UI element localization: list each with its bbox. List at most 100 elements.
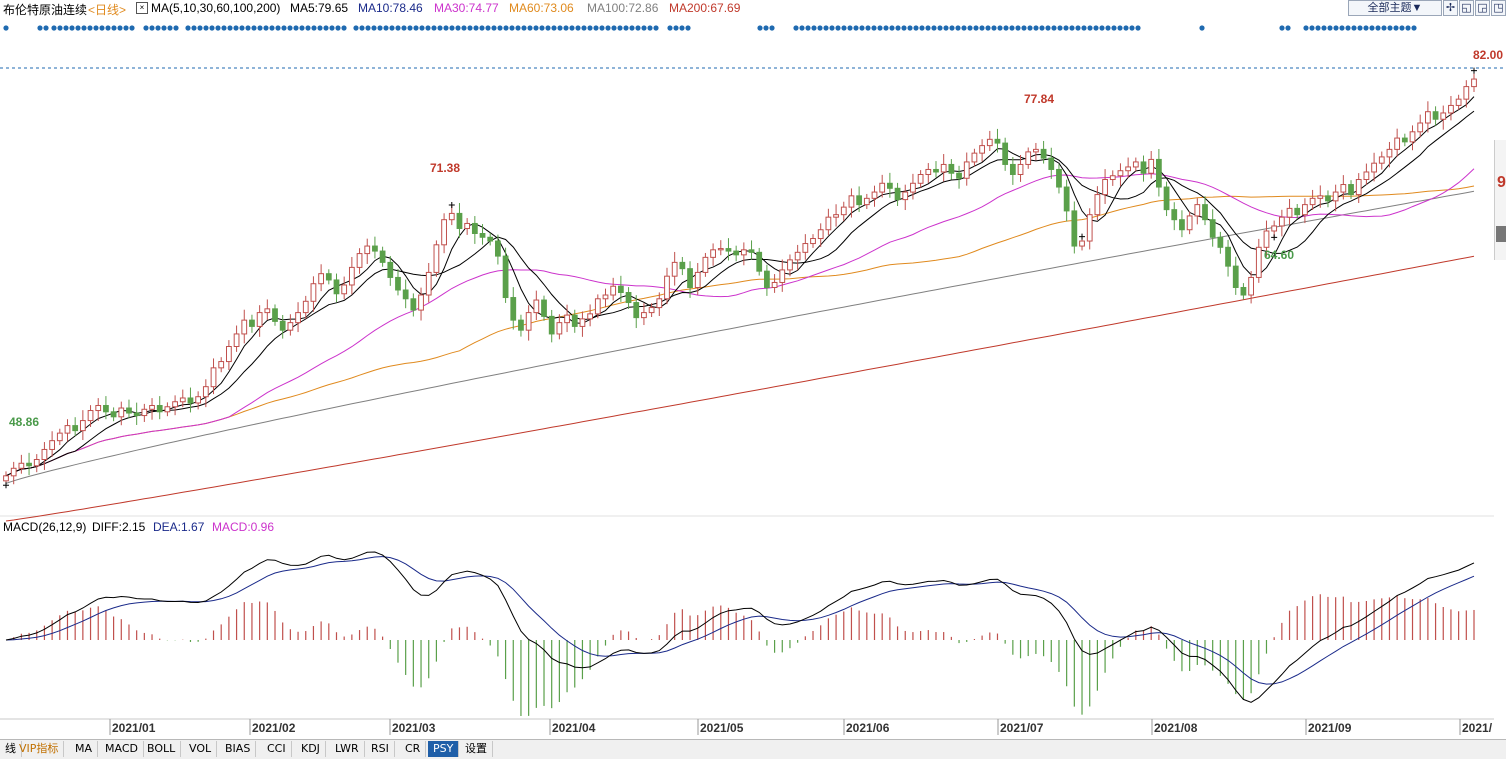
event-marker-dot — [395, 25, 401, 31]
candle — [556, 314, 563, 340]
candle — [1401, 133, 1408, 147]
candle — [794, 244, 801, 271]
candle — [441, 213, 447, 254]
float-icon[interactable]: ◲ — [1475, 0, 1490, 16]
kline-chart[interactable]: 48.86 71.38 77.84 64.60 82.00 2021/01 2021/02… — [0, 0, 1506, 739]
event-marker-dot — [503, 25, 509, 31]
tab-macd[interactable]: MACD — [100, 741, 144, 757]
side-panel-strip[interactable]: 9 — [1494, 140, 1506, 260]
event-marker-dot — [871, 25, 877, 31]
indicator-icon[interactable]: × — [136, 2, 148, 14]
event-marker-dot — [455, 25, 461, 31]
event-marker-dot — [245, 25, 251, 31]
event-marker-dot — [1015, 25, 1021, 31]
candle — [1248, 271, 1254, 304]
tab-ma[interactable]: MA — [70, 741, 99, 757]
macd-diff-value: DIFF:2.15 — [92, 520, 146, 534]
ma200-value: MA200:67.69 — [669, 1, 741, 15]
event-marker-dot — [37, 25, 43, 31]
event-marker-dot — [841, 25, 847, 31]
event-marker-dot — [209, 25, 215, 31]
candle — [118, 401, 125, 426]
event-marker-dot — [823, 25, 829, 31]
event-marker-dot — [497, 25, 503, 31]
candle — [863, 193, 870, 210]
tab-psy[interactable]: PSY — [428, 741, 460, 757]
candle — [202, 379, 209, 408]
candle — [687, 261, 693, 298]
event-marker-dot — [3, 25, 9, 31]
event-marker-dot — [263, 25, 269, 31]
macd-histogram — [13, 594, 1475, 716]
candle — [1109, 170, 1116, 186]
chart-header: 布伦特原油连续 <日线> × MA(5,10,30,60,100,200) MA… — [0, 0, 1506, 17]
candle — [756, 247, 763, 276]
candle — [1463, 80, 1470, 108]
side-panel-scrollbar[interactable] — [1496, 226, 1506, 242]
tab-boll[interactable]: BOLL — [142, 741, 182, 757]
candle — [1140, 155, 1147, 182]
candle — [126, 399, 132, 419]
candle — [379, 246, 386, 267]
month-label: 2021/05 — [700, 721, 744, 735]
event-marker-dot — [389, 25, 395, 31]
candle — [963, 152, 970, 186]
instrument-name: 布伦特原油连续 — [3, 3, 88, 17]
tab-vol[interactable]: VOL — [184, 741, 218, 757]
event-marker-dot — [991, 25, 997, 31]
event-marker-dot — [317, 25, 323, 31]
candle — [1217, 231, 1224, 254]
price-label-high: 71.38 — [430, 161, 460, 175]
candle — [18, 454, 25, 474]
candle — [1025, 147, 1032, 169]
tab-cr[interactable]: CR — [400, 741, 427, 757]
fullscreen-icon[interactable]: ✢ — [1443, 0, 1458, 16]
candle — [779, 259, 786, 292]
candle — [179, 389, 186, 408]
candle — [164, 402, 171, 417]
candle — [1009, 157, 1016, 185]
event-marker-dot — [587, 25, 593, 31]
candle — [679, 256, 686, 276]
candle — [594, 294, 601, 319]
event-marker-dot — [1027, 25, 1033, 31]
tab-rsi[interactable]: RSI — [366, 741, 395, 757]
event-marker-dot — [203, 25, 209, 31]
event-marker-dot — [1003, 25, 1009, 31]
candle — [940, 154, 947, 182]
candle — [525, 305, 532, 341]
candle — [348, 256, 355, 295]
candle — [1371, 152, 1377, 182]
candle — [518, 314, 524, 337]
event-marker-dot — [173, 25, 179, 31]
theme-dropdown-button[interactable]: 全部主题▼ — [1348, 0, 1442, 16]
candle — [172, 395, 178, 416]
candle — [279, 314, 286, 339]
restore-icon[interactable]: ◱ — [1459, 0, 1474, 16]
candle — [910, 173, 916, 200]
tab-kdj[interactable]: KDJ — [296, 741, 326, 757]
event-marker-dot — [305, 25, 311, 31]
period-selector[interactable]: <日线> — [88, 3, 127, 17]
event-marker-dot — [111, 25, 117, 31]
tab-设置[interactable]: 设置 — [460, 741, 493, 757]
tab-bias[interactable]: BIAS — [220, 741, 257, 757]
event-marker-dot — [401, 25, 407, 31]
candle — [894, 182, 901, 207]
candle — [318, 264, 325, 292]
candle — [1163, 181, 1170, 217]
event-marker-dot — [667, 25, 673, 31]
event-marker-dot — [191, 25, 197, 31]
tab-lwr[interactable]: LWR — [330, 741, 365, 757]
tab-vip指标[interactable]: VIP指标 — [14, 741, 65, 757]
month-label: 2021/07 — [1000, 721, 1044, 735]
event-marker-dot — [419, 25, 425, 31]
event-marker-dot — [1285, 25, 1291, 31]
candle — [471, 216, 478, 244]
tab-cci[interactable]: CCI — [262, 741, 292, 757]
candle — [387, 255, 394, 286]
tab-线[interactable]: 线 — [0, 741, 22, 757]
event-marker-dot — [1199, 25, 1205, 31]
event-marker-dot — [1369, 25, 1375, 31]
candle — [1017, 155, 1024, 182]
